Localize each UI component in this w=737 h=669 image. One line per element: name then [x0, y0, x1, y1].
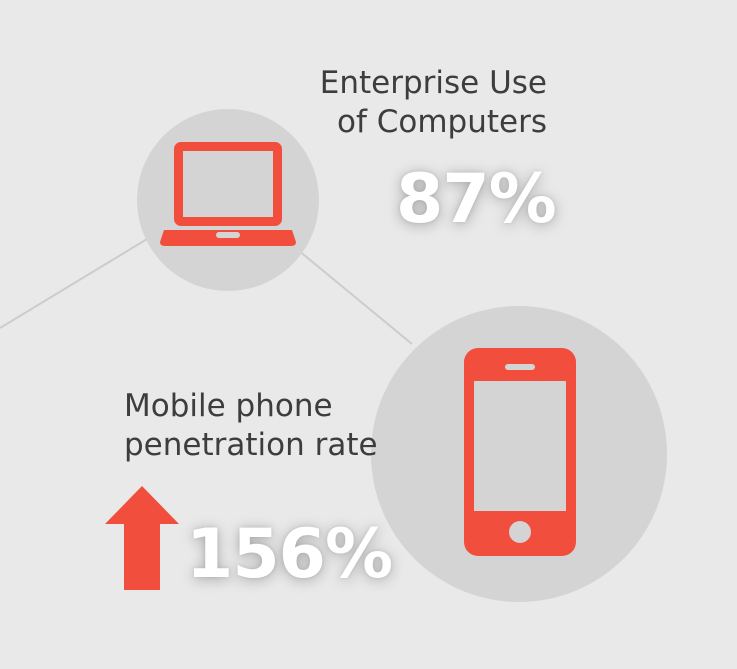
up-arrow-icon [105, 486, 179, 590]
enterprise-computers-label: Enterprise Use of Computers [247, 64, 547, 142]
enterprise-computers-value: 87% [396, 160, 557, 239]
mobile-penetration-label: Mobile phone penetration rate [124, 387, 378, 465]
connector-line-right [297, 249, 413, 345]
mobile-penetration-label-line1: Mobile phone [124, 388, 333, 424]
mobile-penetration-value: 156% [186, 515, 393, 594]
mobile-penetration-label-line2: penetration rate [124, 427, 378, 463]
connector-line-left [0, 235, 153, 329]
smartphone-icon [464, 348, 576, 556]
enterprise-computers-label-line1: Enterprise Use [319, 65, 547, 101]
enterprise-computers-label-line2: of Computers [337, 104, 547, 140]
laptop-icon [160, 142, 296, 246]
